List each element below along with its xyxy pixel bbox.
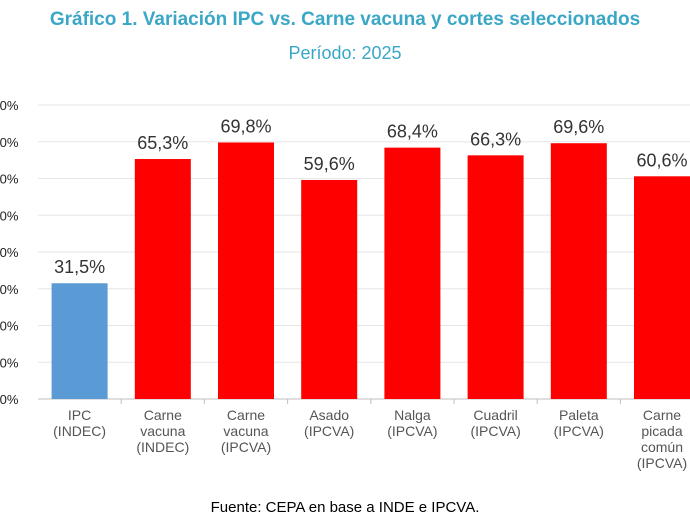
y-axis: ,0% ,0% ,0% ,0% ,0% ,0% ,0% ,0% ,0%: [0, 98, 19, 407]
x-axis: IPC (INDEC) Carne vacuna (INDEC) Carne vacuna(…: [53, 399, 687, 471]
data-labels: 31,5% 65,3% 69,8% 59,6% 68,4% 66,3% 69,6% 60,6%: [54, 116, 687, 277]
source-note: Fuente: CEPA en base a INDE e IPCVA.: [210, 499, 480, 516]
bar: [134, 159, 191, 399]
bar-chart: ,0% ,0% ,0% ,0% ,0% ,0% ,0% ,0% ,0% 31,5% 65,3% 69…: [0, 98, 690, 471]
x-tick-label: Carne vacuna (IPCVA): [221, 407, 271, 455]
y-tick-label: ,0%: [0, 172, 19, 187]
bars: [51, 142, 690, 400]
x-tick-label: Carne vacuna (INDEC): [136, 407, 189, 455]
x-tick-label: Nalga (IPCVA): [387, 407, 437, 439]
bar: [301, 179, 358, 399]
data-label: 69,6%: [553, 117, 604, 137]
bar: [218, 142, 274, 400]
x-tick-label: Asado (IPCVA): [304, 407, 354, 439]
data-label: 31,5%: [54, 257, 105, 277]
data-label: 65,3%: [137, 133, 188, 153]
y-tick-label: ,0%: [0, 282, 19, 297]
y-tick-label: ,0%: [0, 245, 19, 260]
bar: [384, 147, 441, 399]
x-tick-label: Cuadril (IPCVA): [470, 407, 520, 439]
x-tick-label: Carne picada común (IPCVA): [637, 407, 687, 471]
data-label: 68,4%: [387, 122, 438, 142]
y-tick-label: ,0%: [0, 135, 19, 150]
y-tick-label: ,0%: [0, 208, 19, 223]
x-tick-label: IPC (INDEC): [53, 407, 106, 439]
y-tick-label: ,0%: [0, 392, 19, 407]
bar: [51, 283, 108, 399]
y-tick-label: ,0%: [0, 319, 19, 334]
bar: [550, 143, 607, 399]
data-label: 59,6%: [304, 154, 355, 174]
x-tick-label: Paleta (IPCVA): [554, 407, 604, 439]
data-label: 66,3%: [470, 129, 521, 149]
y-tick-label: ,0%: [0, 98, 19, 113]
data-label: 69,8%: [220, 116, 271, 136]
chart-subtitle: Período: 2025: [288, 43, 402, 63]
data-label: 60,6%: [636, 150, 687, 170]
y-tick-label: ,0%: [0, 355, 19, 370]
bar: [467, 155, 524, 399]
chart-title: Gráfico 1. Variación IPC vs. Carne vacun…: [49, 9, 641, 30]
bar: [634, 176, 690, 399]
